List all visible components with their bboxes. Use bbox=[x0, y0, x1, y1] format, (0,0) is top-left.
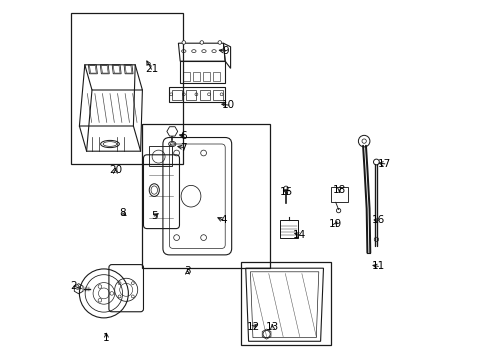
Text: 1: 1 bbox=[103, 333, 110, 343]
Bar bbox=[213, 72, 220, 81]
Circle shape bbox=[218, 41, 221, 44]
Bar bbox=[193, 72, 199, 81]
Text: 7: 7 bbox=[180, 143, 187, 153]
Text: 3: 3 bbox=[184, 266, 191, 276]
Bar bbox=[280, 220, 297, 238]
Circle shape bbox=[200, 41, 204, 44]
Text: 21: 21 bbox=[145, 64, 158, 74]
Bar bbox=[143, 124, 270, 268]
Text: 2: 2 bbox=[71, 281, 77, 291]
Text: 19: 19 bbox=[329, 219, 343, 229]
Bar bbox=[72, 13, 183, 164]
Text: 18: 18 bbox=[333, 185, 346, 195]
Text: 12: 12 bbox=[247, 322, 260, 332]
Text: 6: 6 bbox=[180, 131, 187, 141]
Text: 11: 11 bbox=[371, 261, 385, 271]
Bar bbox=[203, 72, 210, 81]
Bar bbox=[331, 187, 348, 202]
Bar bbox=[186, 90, 196, 100]
Text: 15: 15 bbox=[280, 186, 293, 197]
Text: 17: 17 bbox=[378, 159, 392, 169]
Bar bbox=[148, 146, 172, 166]
Circle shape bbox=[182, 41, 186, 44]
Bar bbox=[242, 262, 331, 345]
Text: 5: 5 bbox=[151, 211, 158, 221]
Text: 16: 16 bbox=[371, 215, 385, 225]
Text: 10: 10 bbox=[222, 100, 235, 110]
Text: 13: 13 bbox=[266, 322, 279, 332]
Bar bbox=[213, 90, 223, 100]
Text: 9: 9 bbox=[222, 46, 228, 56]
Text: 20: 20 bbox=[109, 165, 122, 175]
Text: 8: 8 bbox=[119, 208, 126, 218]
Bar bbox=[183, 72, 190, 81]
Bar bbox=[172, 90, 182, 100]
Bar bbox=[199, 90, 210, 100]
Text: 4: 4 bbox=[220, 215, 227, 225]
Text: 14: 14 bbox=[293, 230, 306, 240]
